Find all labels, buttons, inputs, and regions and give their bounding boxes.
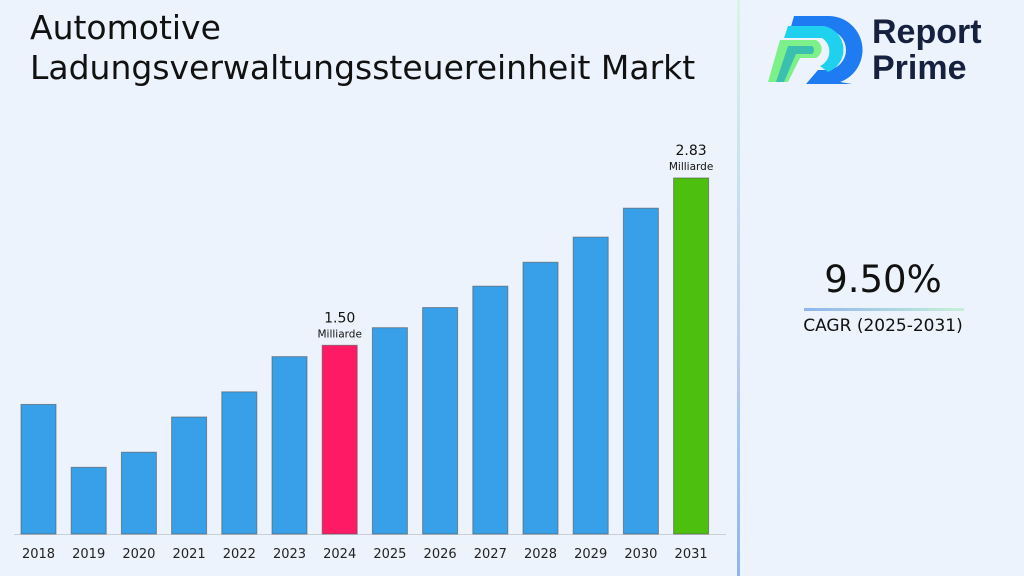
- bar-2020: [120, 451, 157, 535]
- logo-text: Report Prime: [872, 14, 982, 86]
- x-tick-label-2028: 2028: [524, 547, 557, 562]
- report-prime-logo-icon: [768, 15, 863, 84]
- cagr-value: 9.50%: [824, 258, 942, 301]
- bar-2021: [171, 416, 208, 535]
- bar-2028: [522, 261, 559, 535]
- logo-text-line2: Prime: [872, 49, 967, 87]
- bar-chart: 2018 2019 2020 2021 2022 2023 2024 1.50 Milliard…: [14, 143, 726, 562]
- cagr-underline: [804, 308, 964, 311]
- bar-2029: [572, 236, 609, 535]
- x-tick-label-2022: 2022: [223, 547, 256, 562]
- divider: [737, 0, 740, 576]
- bar-2022: [221, 391, 258, 535]
- bar-2027: [472, 285, 509, 535]
- data-label-2031: 2.83: [676, 143, 707, 159]
- data-label-unit-2024: Milliarde: [317, 328, 361, 340]
- x-tick-label-2018: 2018: [22, 547, 55, 562]
- logo-text-line1: Report: [872, 13, 982, 51]
- data-label-2024: 1.50: [324, 310, 355, 326]
- bar-2018: [20, 403, 57, 535]
- x-tick-label-2026: 2026: [424, 547, 457, 562]
- bar-2030: [622, 207, 659, 535]
- bar-2019: [70, 466, 107, 535]
- data-label-unit-2031: Milliarde: [669, 161, 713, 173]
- x-tick-label-2027: 2027: [474, 547, 507, 562]
- bar-2023: [271, 356, 308, 535]
- bar-2026: [422, 307, 459, 535]
- bar-2025: [371, 327, 408, 535]
- x-tick-label-2020: 2020: [122, 547, 155, 562]
- bar-2024: [321, 344, 358, 535]
- x-tick-label-2029: 2029: [574, 547, 607, 562]
- x-tick-label-2023: 2023: [273, 547, 306, 562]
- page-title: Automotive Ladungsverwaltungssteuereinhe…: [30, 8, 696, 87]
- x-tick-label-2025: 2025: [373, 547, 406, 562]
- x-tick-label-2030: 2030: [624, 547, 657, 562]
- x-tick-label-2021: 2021: [173, 547, 206, 562]
- x-tick-label-2019: 2019: [72, 547, 105, 562]
- x-tick-label-2024: 2024: [323, 547, 356, 562]
- x-tick-label-2031: 2031: [675, 547, 708, 562]
- bar-2031: [673, 177, 710, 535]
- cagr-label: CAGR (2025-2031): [803, 316, 963, 336]
